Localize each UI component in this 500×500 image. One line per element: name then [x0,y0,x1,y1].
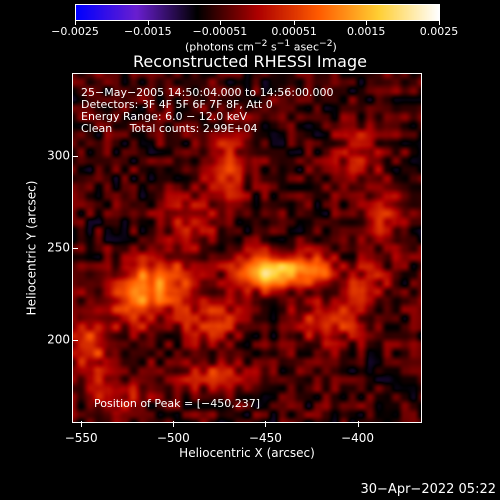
colorbar-tick-label: −0.00051 [192,25,248,38]
colorbar-tick-label: 0.0015 [346,25,386,38]
y-axis-tick-label: 250 [47,240,70,255]
x-axis-tick [357,421,359,427]
x-axis-tick [265,421,267,427]
x-axis-tick-label: −400 [341,431,374,445]
x-axis-tick-label: −550 [64,431,98,445]
colorbar-unit-label: (photons cm−2 s−1 asec−2) [185,38,337,54]
colorbar-tick-label: −0.0025 [51,25,99,38]
y-axis-label: Heliocentric Y (arcsec) [24,180,39,316]
x-axis-tick [81,421,83,427]
y-axis-tick-label: 300 [47,148,70,163]
colorbar-tick [366,20,368,25]
peak-position-label: Position of Peak = [−450,237] [94,397,261,410]
colorbar-tick [147,20,149,25]
y-axis-tick [72,340,78,342]
colorbar-tick [294,20,296,25]
info-total-counts: Clean Total counts: 2.99E+04 [81,122,258,135]
footer-timestamp: 30−Apr−2022 05:22 [360,482,497,497]
x-axis-tick-label: −500 [156,431,190,445]
colorbar-tick-label: −0.0015 [123,25,172,38]
colorbar-tick-label: 0.00051 [271,25,317,38]
x-axis-tick-label: −450 [248,431,282,445]
colorbar-ticks [75,20,440,26]
chart-title: Reconstructed RHESSI Image [133,52,367,71]
y-axis-tick-label: 200 [47,332,70,347]
info-time-range: 25−May−2005 14:50:04.000 to 14:56:00.000 [81,86,334,99]
x-axis-label: Heliocentric X (arcsec) [179,446,315,460]
info-energy-range: Energy Range: 6.0 − 12.0 keV [81,110,248,123]
colorbar [75,4,440,21]
colorbar-tick [75,20,76,25]
y-axis-tick [72,248,78,249]
x-axis-tick [173,421,175,427]
info-detectors: Detectors: 3F 4F 5F 6F 7F 8F, Att 0 [81,98,273,111]
colorbar-tick-label: 0.0025 [419,25,459,38]
y-axis-tick [72,155,78,157]
colorbar-tick [219,20,221,25]
colorbar-tick [439,20,440,25]
heatmap-image [72,73,422,423]
